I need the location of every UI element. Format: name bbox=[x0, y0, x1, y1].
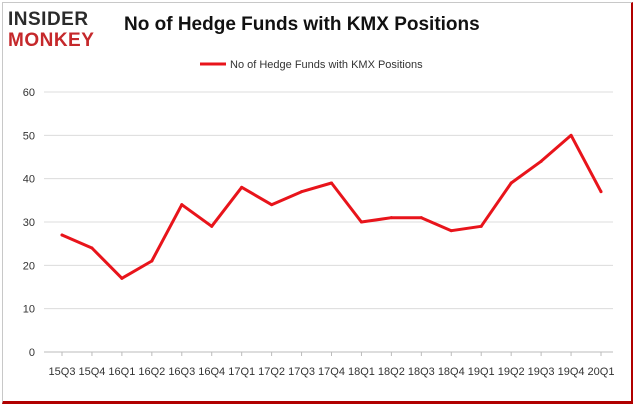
x-tick-label-18Q1: 18Q1 bbox=[348, 366, 375, 378]
x-tick-label-17Q4: 17Q4 bbox=[318, 366, 345, 378]
x-tick-label-15Q4: 15Q4 bbox=[78, 366, 105, 378]
x-tick-label-16Q1: 16Q1 bbox=[108, 366, 135, 378]
data-point-19Q3 bbox=[539, 159, 543, 163]
y-tick-label-20: 20 bbox=[23, 260, 35, 272]
legend-label: No of Hedge Funds with KMX Positions bbox=[230, 59, 423, 71]
y-tick-label-10: 10 bbox=[23, 304, 35, 316]
x-tick-label-16Q3: 16Q3 bbox=[168, 366, 195, 378]
x-tick-label-16Q2: 16Q2 bbox=[138, 366, 165, 378]
x-axis-ticks: 15Q3 15Q4 16Q1 16Q2 16Q3 16Q4 17Q1 17Q2 17Q3 17Q4… bbox=[49, 352, 615, 378]
x-tick-label-18Q3: 18Q3 bbox=[408, 366, 435, 378]
data-point-17Q4 bbox=[330, 181, 333, 185]
legend: No of Hedge Funds with KMX Positions bbox=[200, 59, 423, 71]
x-tick-label-19Q1: 19Q1 bbox=[468, 366, 495, 378]
data-point-16Q1 bbox=[120, 276, 124, 280]
x-tick-label-17Q3: 17Q3 bbox=[288, 366, 315, 378]
x-tick-label-19Q3: 19Q3 bbox=[528, 366, 555, 378]
y-tick-label-60: 60 bbox=[23, 87, 35, 99]
data-point-16Q3 bbox=[180, 203, 184, 207]
data-point-16Q2 bbox=[150, 259, 154, 263]
series-layer bbox=[60, 133, 603, 280]
insider-monkey-logo: INSIDER MONKEY bbox=[8, 10, 118, 50]
chart-title: No of Hedge Funds with KMX Positions bbox=[124, 14, 480, 35]
data-point-17Q2 bbox=[270, 203, 274, 207]
x-tick-label-17Q1: 17Q1 bbox=[228, 366, 255, 378]
x-tick-label-18Q2: 18Q2 bbox=[378, 366, 405, 378]
x-tick-label-15Q3: 15Q3 bbox=[49, 366, 76, 378]
x-tick-label-20Q1: 20Q1 bbox=[588, 366, 615, 378]
data-point-16Q4 bbox=[210, 224, 214, 228]
data-point-15Q3 bbox=[60, 233, 64, 237]
data-point-18Q3 bbox=[419, 216, 423, 220]
data-point-20Q1 bbox=[599, 190, 603, 194]
y-tick-label-30: 30 bbox=[23, 217, 35, 229]
data-point-18Q4 bbox=[449, 229, 453, 233]
y-tick-label-40: 40 bbox=[23, 174, 35, 186]
series-line-0 bbox=[60, 133, 603, 280]
x-tick-label-19Q4: 19Q4 bbox=[558, 366, 585, 378]
data-point-17Q1 bbox=[240, 185, 244, 189]
data-point-19Q2 bbox=[509, 181, 513, 185]
y-tick-label-0: 0 bbox=[29, 347, 35, 359]
y-tick-label-50: 50 bbox=[23, 130, 35, 142]
x-tick-label-17Q2: 17Q2 bbox=[258, 366, 285, 378]
data-point-18Q2 bbox=[389, 216, 393, 220]
logo-line-2: MONKEY bbox=[8, 30, 95, 51]
x-tick-label-16Q4: 16Q4 bbox=[198, 366, 225, 378]
gridlines bbox=[44, 91, 613, 353]
chart-frame bbox=[2, 2, 633, 404]
x-tick-label-18Q4: 18Q4 bbox=[438, 366, 465, 378]
x-tick-label-19Q2: 19Q2 bbox=[498, 366, 525, 378]
logo-line-1: INSIDER bbox=[8, 9, 89, 30]
data-point-17Q3 bbox=[300, 190, 304, 194]
data-point-18Q1 bbox=[359, 220, 363, 224]
data-point-19Q1 bbox=[479, 224, 483, 228]
y-axis-ticks: 0 10 20 30 40 50 60 bbox=[23, 87, 35, 359]
data-point-15Q4 bbox=[90, 246, 94, 250]
data-point-19Q4 bbox=[569, 133, 573, 137]
